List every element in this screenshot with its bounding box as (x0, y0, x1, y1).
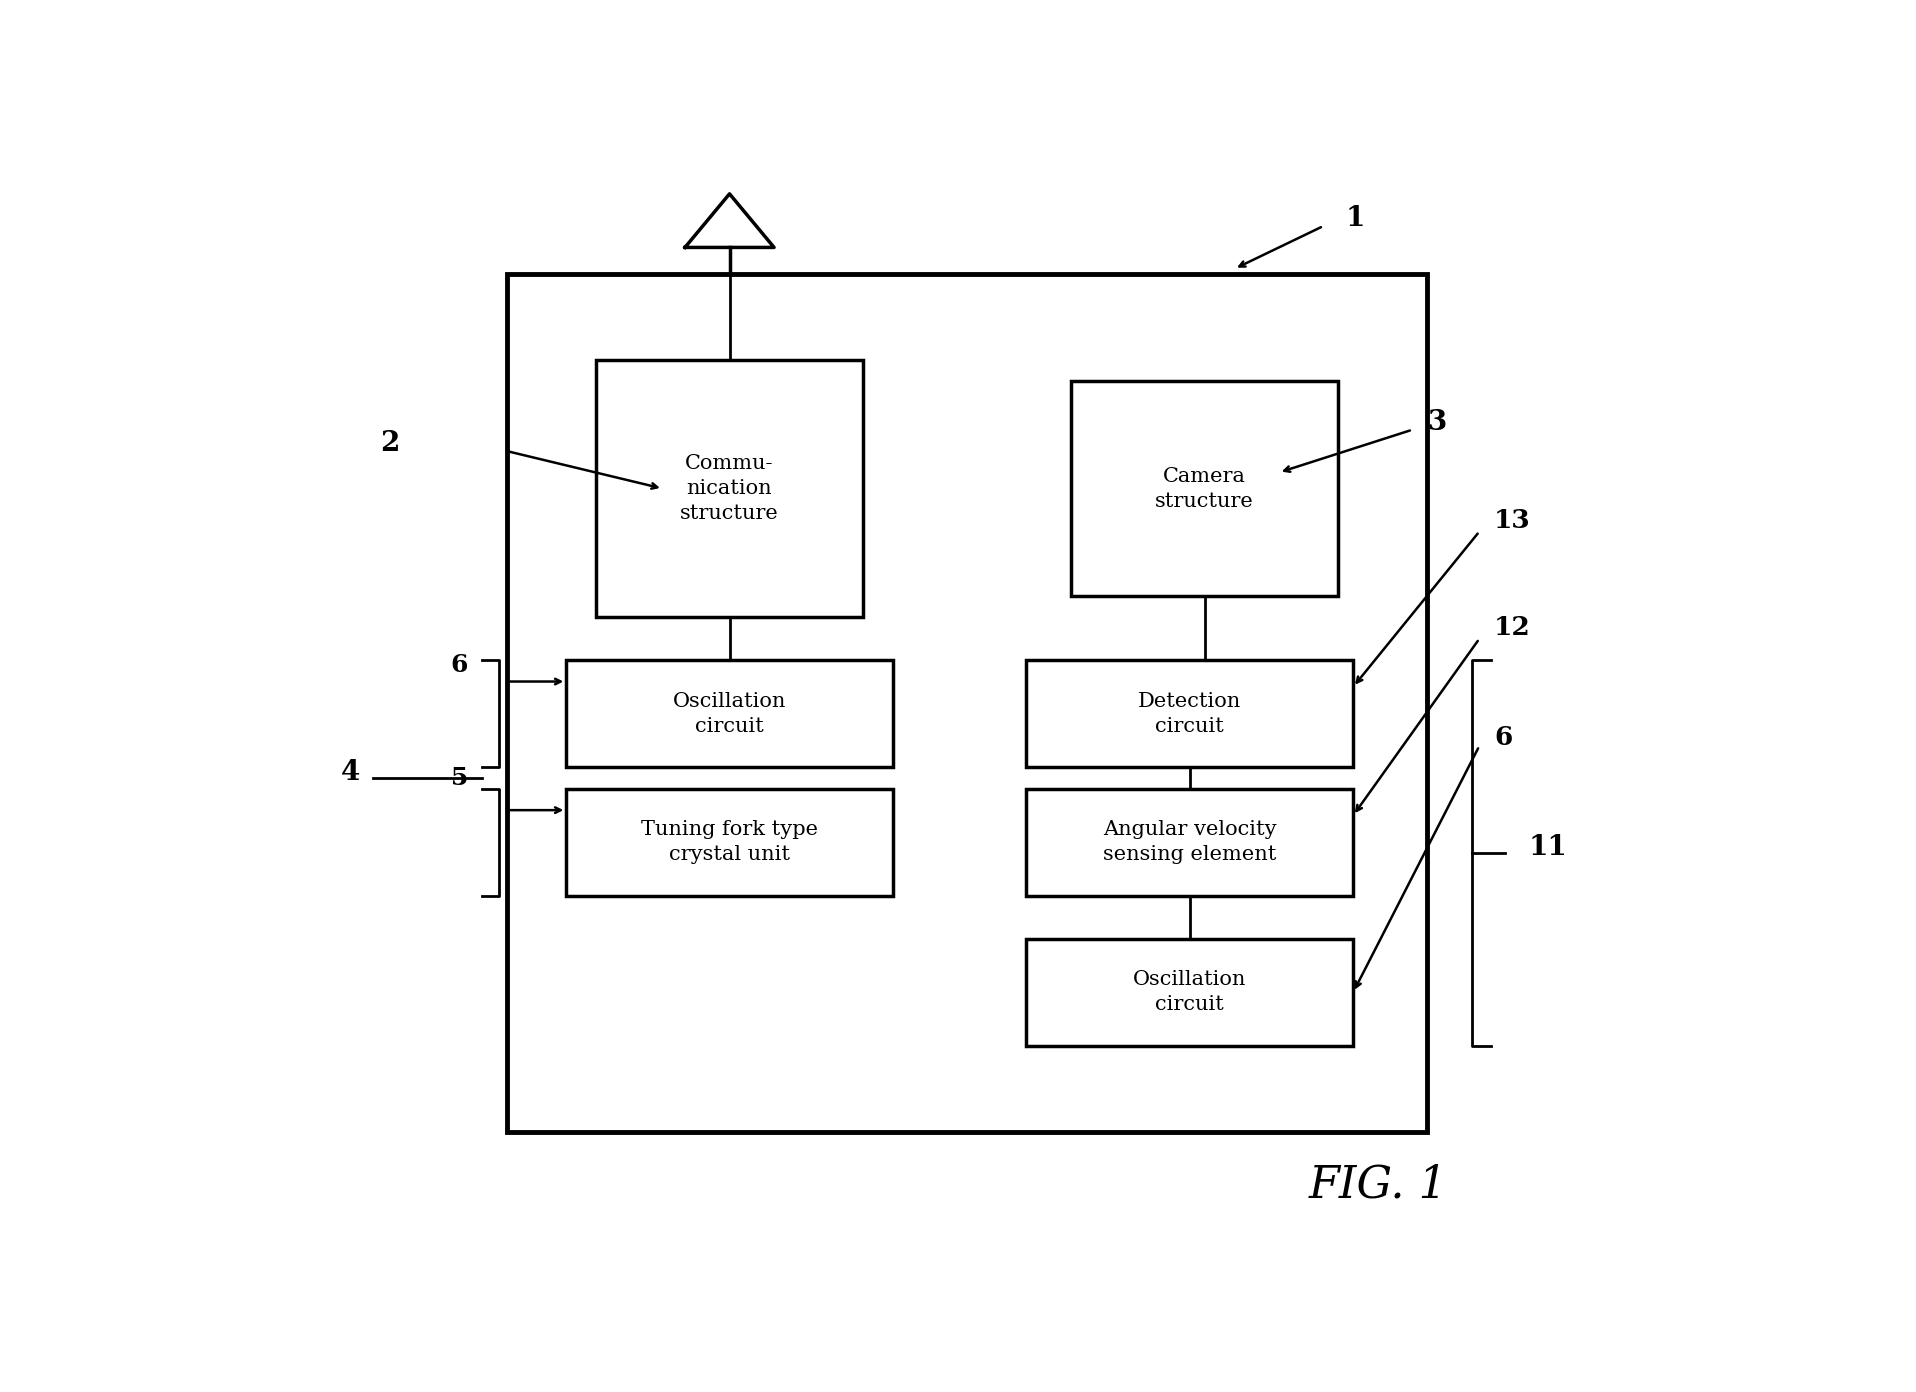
Text: Commu-
nication
structure: Commu- nication structure (680, 454, 780, 523)
Text: 5: 5 (450, 766, 468, 791)
Text: 6: 6 (450, 653, 468, 678)
Bar (1027, 660, 1353, 767)
Bar (1071, 381, 1337, 596)
Text: 12: 12 (1494, 615, 1531, 640)
Bar (567, 789, 893, 896)
Text: Tuning fork type
crystal unit: Tuning fork type crystal unit (642, 820, 818, 864)
Bar (567, 660, 893, 767)
Text: FIG. 1: FIG. 1 (1309, 1164, 1448, 1207)
Text: 13: 13 (1494, 508, 1531, 533)
Text: Camera
structure: Camera structure (1155, 466, 1255, 511)
Bar (1027, 789, 1353, 896)
Text: 3: 3 (1427, 409, 1447, 436)
Text: 11: 11 (1529, 834, 1567, 862)
Text: 4: 4 (341, 759, 360, 786)
Bar (596, 361, 862, 617)
Bar (1027, 938, 1353, 1045)
Text: 1: 1 (1345, 205, 1364, 232)
Text: 2: 2 (381, 430, 400, 457)
Bar (506, 274, 1427, 1132)
Text: Oscillation
circuit: Oscillation circuit (673, 692, 786, 736)
Text: Detection
circuit: Detection circuit (1138, 692, 1242, 736)
Text: Oscillation
circuit: Oscillation circuit (1132, 970, 1247, 1015)
Text: Angular velocity
sensing element: Angular velocity sensing element (1104, 820, 1276, 864)
Text: 6: 6 (1494, 725, 1512, 750)
